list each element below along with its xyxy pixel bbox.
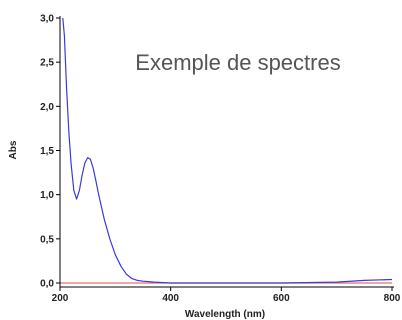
x-tick-label: 600	[273, 293, 290, 304]
x-tick-label: 800	[384, 293, 401, 304]
y-tick-label: 1,5	[40, 146, 54, 157]
axes	[59, 16, 394, 288]
ticks: 0,0 0,5 1,0 1,5 2,0 2,5 3,0 200 400 600 800	[40, 14, 401, 305]
y-axis-label: Abs	[8, 140, 19, 159]
x-axis-label: Wavelength (nm)	[185, 309, 265, 320]
y-tick-label: 1,0	[40, 190, 54, 201]
y-tick-label: 0,5	[40, 234, 54, 245]
y-tick-label: 2,5	[40, 58, 54, 69]
x-tick-label: 200	[52, 293, 69, 304]
y-tick-label: 2,0	[40, 102, 54, 113]
y-tick-label: 0,0	[40, 279, 54, 290]
y-tick-label: 3,0	[40, 14, 54, 25]
overlay-title: Exemple de spectres	[135, 50, 340, 75]
x-tick-label: 400	[162, 293, 179, 304]
plot-area	[60, 17, 393, 284]
series-line-spectrum	[62, 17, 393, 284]
